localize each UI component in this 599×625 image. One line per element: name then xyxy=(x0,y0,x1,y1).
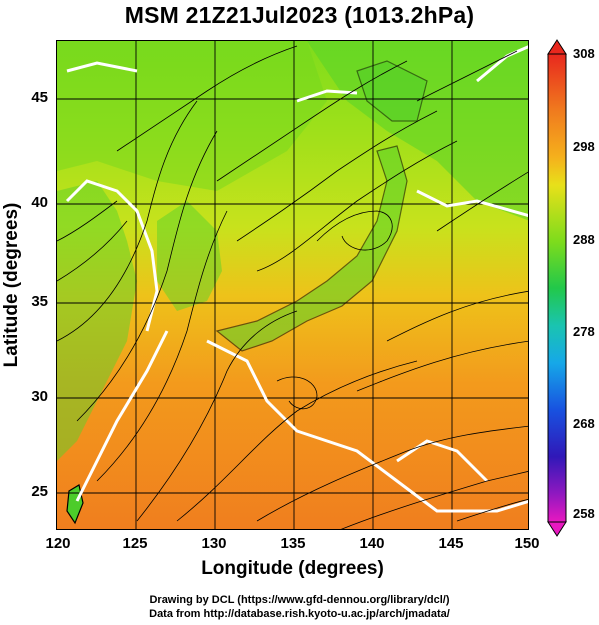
wind-streamlines xyxy=(57,45,528,529)
x-tick-145: 145 xyxy=(438,535,464,552)
x-tick-130: 130 xyxy=(201,535,227,552)
land-china xyxy=(57,181,137,461)
map-title: MSM 21Z21Jul2023 (1013.2hPa) xyxy=(124,2,475,28)
colorbar-tick-268: 268 xyxy=(573,416,595,431)
y-tick-30: 30 xyxy=(31,388,48,405)
y-tick-45: 45 xyxy=(31,89,48,106)
x-tick-125: 125 xyxy=(122,535,148,552)
y-tick-40: 40 xyxy=(31,194,48,211)
map-plot-area xyxy=(56,40,529,530)
colorbar-bottom-arrow xyxy=(547,521,567,537)
land-korea xyxy=(157,201,222,311)
colorbar xyxy=(547,39,567,537)
y-axis-label: Latitude (degrees) xyxy=(1,202,22,368)
map-canvas xyxy=(57,41,528,529)
colorbar-gradient xyxy=(547,53,567,523)
isotherm-lines xyxy=(65,45,528,513)
x-tick-140: 140 xyxy=(359,535,385,552)
x-tick-135: 135 xyxy=(280,535,306,552)
colorbar-tick-258: 258 xyxy=(573,506,595,521)
y-tick-25: 25 xyxy=(31,483,48,500)
colorbar-tick-308: 308 xyxy=(573,46,595,61)
credit-drawing: Drawing by DCL (https://www.gfd-dennou.o… xyxy=(149,594,450,606)
colorbar-top-arrow xyxy=(547,39,567,55)
x-tick-150: 150 xyxy=(514,535,540,552)
colorbar-tick-298: 298 xyxy=(573,139,595,154)
land-japan xyxy=(215,145,408,352)
x-tick-120: 120 xyxy=(45,535,71,552)
cool-region-north xyxy=(57,41,327,191)
y-tick-35: 35 xyxy=(31,293,48,310)
colorbar-tick-288: 288 xyxy=(573,232,595,247)
colorbar-tick-278: 278 xyxy=(573,324,595,339)
x-axis-label: Longitude (degrees) xyxy=(201,558,384,579)
credit-data: Data from http://database.rish.kyoto-u.a… xyxy=(149,608,450,620)
